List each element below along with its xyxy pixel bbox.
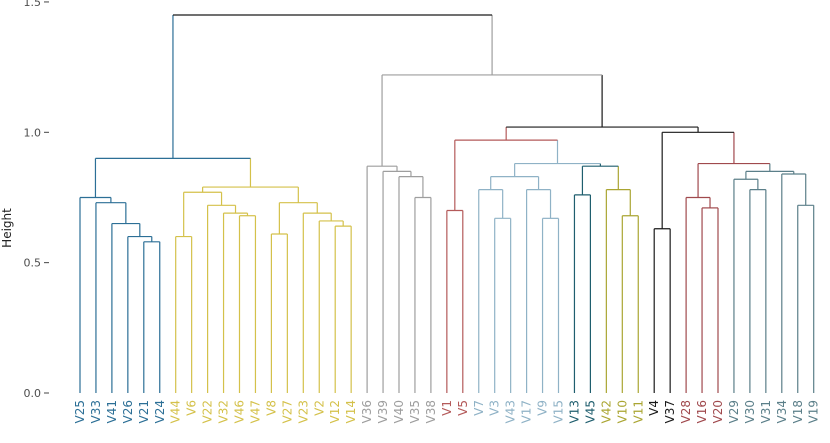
y-axis-title: Height (0, 208, 14, 248)
leaf-label: V46 (233, 400, 247, 423)
leaf-label: V31 (759, 400, 773, 423)
leaf-label: V11 (631, 400, 645, 423)
y-tick-label: 1.5 (24, 0, 42, 9)
leaf-label: V7 (472, 400, 486, 416)
leaf-label: V36 (360, 400, 374, 423)
leaf-label: V35 (408, 400, 422, 423)
leaf-label: V25 (73, 400, 87, 423)
leaf-label: V9 (536, 400, 550, 416)
leaf-label: V29 (727, 400, 741, 423)
leaf-label: V6 (185, 400, 199, 416)
leaf-label: V22 (201, 400, 215, 423)
leaf-label: V40 (392, 400, 406, 423)
leaf-label: V47 (248, 400, 262, 423)
leaf-label: V10 (615, 400, 629, 423)
y-tick-label: 1.0 (24, 126, 42, 139)
leaf-label: V20 (711, 400, 725, 423)
leaf-label: V33 (89, 400, 103, 423)
dendrogram-branches (79, 14, 815, 393)
leaf-label: V38 (424, 400, 438, 423)
leaf-label: V42 (599, 400, 613, 423)
leaf-label: V44 (169, 400, 183, 423)
leaf-label: V16 (695, 400, 709, 423)
leaf-label: V8 (264, 400, 278, 416)
leaf-label: V43 (504, 400, 518, 423)
leaf-label: V18 (791, 400, 805, 423)
leaf-label: V3 (488, 400, 502, 416)
leaf-label: V12 (328, 400, 342, 423)
leaf-label: V45 (583, 400, 597, 423)
leaf-label: V4 (647, 400, 661, 416)
leaf-label: V39 (376, 400, 390, 423)
leaf-label: V1 (440, 400, 454, 416)
leaf-label: V24 (153, 400, 167, 423)
leaf-label: V19 (807, 400, 821, 423)
leaf-label: V17 (520, 400, 534, 423)
leaf-label: V15 (552, 400, 566, 423)
leaf-label: V37 (663, 400, 677, 423)
leaf-label: V13 (567, 400, 581, 423)
leaf-label: V5 (456, 400, 470, 416)
leaf-label: V14 (344, 400, 358, 423)
y-tick-label: 0.0 (24, 387, 42, 400)
leaf-label: V27 (280, 400, 294, 423)
leaf-label: V34 (775, 400, 789, 423)
y-axis: 0.0 0.5 1.0 1.5 (24, 0, 49, 400)
leaf-label: V23 (296, 400, 310, 423)
leaf-label: V28 (679, 400, 693, 423)
leaf-label: V21 (137, 400, 151, 423)
leaf-label: V41 (105, 400, 119, 423)
leaf-label: V32 (217, 400, 231, 423)
leaf-label: V26 (121, 400, 135, 423)
y-tick-label: 0.5 (24, 257, 42, 270)
leaf-labels: V25 V33 V41 V26 V21 V24 V44 V6 V22 V32 V46 V47 V8 V27… (73, 400, 821, 423)
leaf-label: V30 (743, 400, 757, 423)
leaf-label: V2 (312, 400, 326, 416)
